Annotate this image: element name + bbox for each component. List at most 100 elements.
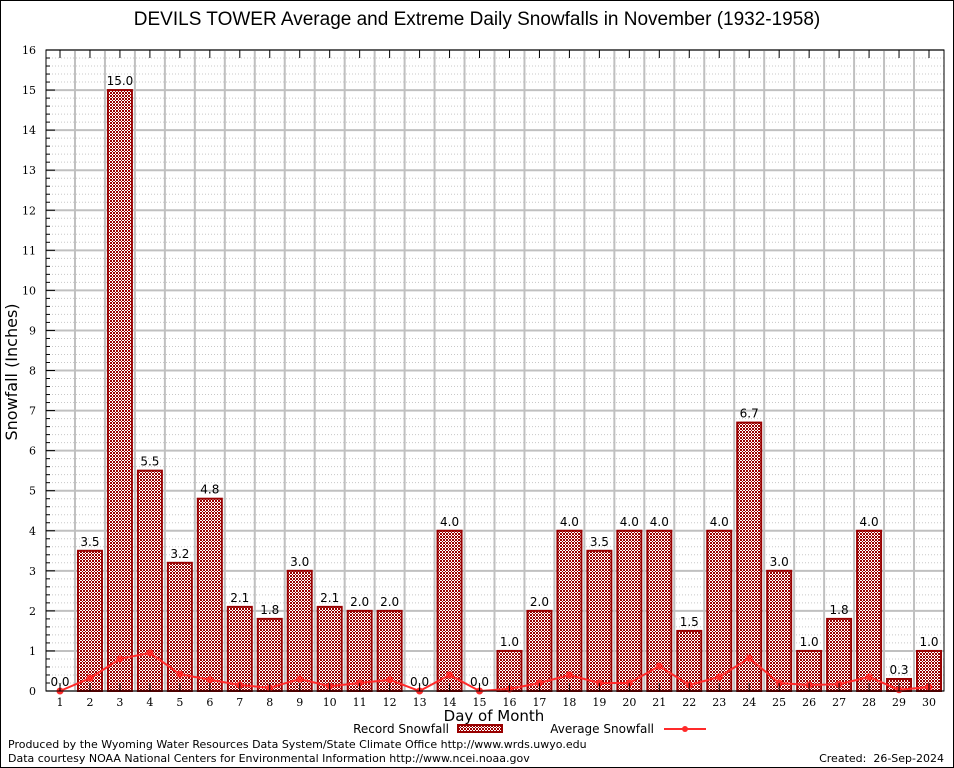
bar-value-label: 15.0 [107,74,134,88]
axes [45,49,945,692]
x-tick-label: 6 [206,696,213,709]
average-point [655,662,663,670]
average-point [745,654,753,662]
bar-value-label: 4.0 [620,515,639,529]
record-bar [706,529,733,692]
bar-value-label: 6.7 [740,407,759,421]
record-bar [316,605,343,693]
average-point [146,649,154,657]
x-axis-label: Day of Month [444,707,545,725]
footer-created-date: Created: 26-Sep-2024 [819,752,944,765]
y-tick-label: 12 [22,204,36,217]
legend-average-label: Average Snowfall [550,722,654,736]
record-bar [286,569,313,692]
average-point [116,655,124,663]
footer-data-courtesy: Data courtesy NOAA National Centers for … [8,752,530,765]
x-tick-label: 18 [562,696,576,709]
bar-value-label: 2.1 [320,591,339,605]
y-tick-label: 7 [29,405,36,418]
chart-title: DEVILS TOWER Average and Extreme Daily S… [133,9,821,30]
x-tick-label: 30 [922,696,936,709]
x-tick-label: 26 [802,696,816,709]
record-bar [586,549,613,692]
legend-record-label: Record Snowfall [353,722,449,736]
x-tick-label: 4 [146,696,153,709]
bar-value-label: 4.0 [860,515,879,529]
major-grid [46,49,944,692]
x-tick-label: 12 [383,696,397,709]
average-point [565,671,573,679]
average-line [56,649,933,695]
record-bar [736,421,763,692]
record-bar [76,549,103,692]
bar-value-label: 3.5 [590,535,609,549]
y-tick-label: 16 [22,44,36,57]
x-tick-label: 24 [742,696,756,709]
x-tick-label: 3 [116,696,123,709]
record-bar [436,529,463,692]
y-axis-label: Snowfall (Inches) [2,303,21,440]
y-tick-label: 2 [29,605,36,618]
bar-value-label: 1.5 [680,615,699,629]
y-tick-label: 4 [29,525,36,538]
bar-value-label: 2.0 [350,595,369,609]
average-point [386,676,394,684]
x-tick-label: 5 [176,696,183,709]
record-bars [76,89,942,693]
average-point [595,679,603,687]
bar-value-label: 3.0 [290,555,309,569]
average-point [176,670,184,678]
y-tick-label: 14 [22,124,36,137]
y-tick-label: 11 [22,244,36,257]
x-tick-label: 17 [532,696,546,709]
x-tick-label: 25 [772,696,786,709]
bar-value-label: 5.5 [140,455,159,469]
y-tick-label: 13 [22,164,36,177]
x-tick-label: 14 [443,696,457,709]
y-tick-label: 10 [22,284,36,297]
average-point [865,673,873,681]
x-tick-label: 15 [473,696,487,709]
average-point [625,679,633,687]
average-point [356,679,364,687]
bar-value-label: 0.0 [470,675,489,689]
record-bar [346,609,373,692]
average-point [206,676,214,684]
y-tick-label: 5 [29,485,36,498]
x-tick-label: 21 [652,696,666,709]
bar-value-label: 1.0 [919,635,938,649]
bar-value-label: 1.0 [500,635,519,649]
bar-value-label: 0.3 [889,663,908,677]
y-tick-label: 8 [29,365,36,378]
record-bar [526,609,553,692]
legend: Record Snowfall Average Snowfall [353,722,706,736]
bar-value-label: 3.5 [80,535,99,549]
x-tick-label: 22 [682,696,696,709]
average-point [715,673,723,681]
x-tick-label: 1 [57,696,64,709]
record-bar [196,497,223,693]
bar-value-label: 4.0 [650,515,669,529]
x-tick-label: 29 [892,696,906,709]
record-bar [766,569,793,692]
average-point [86,674,94,682]
x-tick-label: 11 [353,696,367,709]
average-point [535,679,543,687]
bar-value-label: 0.0 [50,675,69,689]
x-tick-label: 23 [712,696,726,709]
bar-value-label: 1.8 [830,603,849,617]
x-tick-label: 7 [236,696,243,709]
average-series-line [59,651,930,693]
x-tick-label: 28 [862,696,876,709]
bar-value-label: 0.0 [410,675,429,689]
y-tick-label: 1 [29,645,36,658]
x-tick-label: 27 [832,696,846,709]
x-tick-label: 9 [296,696,303,709]
average-point [446,671,454,679]
y-tick-label: 6 [29,445,36,458]
bar-value-label: 1.0 [800,635,819,649]
x-tick-label: 10 [323,696,337,709]
bar-value-label: 4.0 [440,515,459,529]
